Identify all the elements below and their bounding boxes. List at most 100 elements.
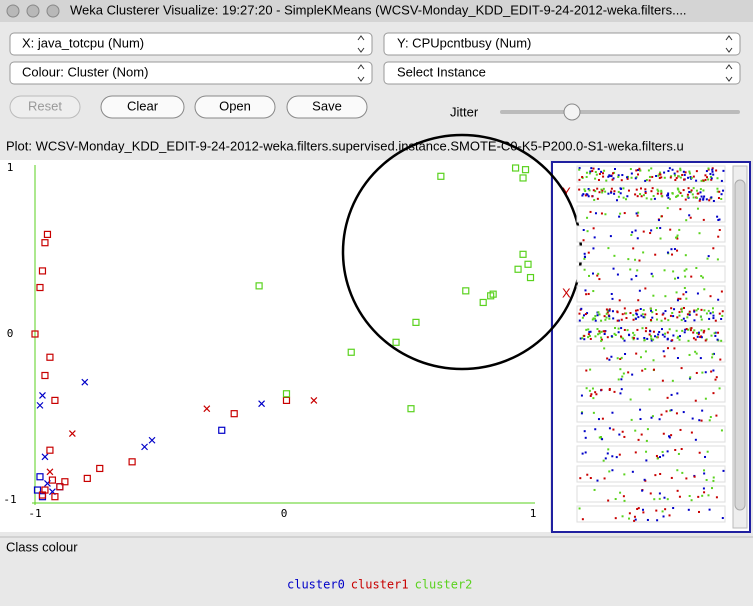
strip-dot <box>614 517 617 520</box>
button[interactable] <box>286 95 368 119</box>
strip-dot <box>608 315 611 318</box>
strip-dot <box>597 418 600 421</box>
button-label: Clear <box>127 98 159 113</box>
strip-dot <box>704 178 707 181</box>
strip-dot <box>655 454 658 457</box>
strip-dot <box>677 175 680 178</box>
strip-dot <box>600 388 603 391</box>
strip-dot <box>657 174 660 177</box>
strip-dot <box>597 311 600 314</box>
strip-dot <box>637 438 640 441</box>
strip-dot <box>668 167 671 170</box>
zoom-button[interactable] <box>46 4 60 18</box>
strip-dot <box>712 314 715 317</box>
strip-dot <box>596 187 599 190</box>
strip-dot <box>678 190 681 193</box>
close-button[interactable] <box>6 4 20 18</box>
minimize-button[interactable] <box>26 4 40 18</box>
strip-dot <box>602 187 605 190</box>
point <box>511 164 520 172</box>
jitter-knob[interactable] <box>563 103 581 121</box>
strip-dot <box>669 314 672 317</box>
button[interactable] <box>194 95 276 119</box>
strip-dot <box>666 347 669 350</box>
strip-dot <box>627 371 630 374</box>
strip-dot <box>631 336 634 339</box>
strip-dot <box>707 309 710 312</box>
strip-dot <box>716 258 719 261</box>
strip-dot <box>582 314 585 317</box>
strip-dot <box>617 378 620 381</box>
strip-dot <box>685 477 688 480</box>
strip-dot <box>589 477 592 480</box>
colour-combo[interactable]: Colour: Cluster (Nom) <box>9 61 373 85</box>
scroll-thumb[interactable] <box>734 179 746 511</box>
strip-dot <box>712 173 715 176</box>
strip-dot <box>671 192 674 195</box>
strip-dot <box>661 450 664 453</box>
strip-dot <box>706 257 709 260</box>
strip-dot <box>664 317 667 320</box>
strip-dot <box>608 470 611 473</box>
strip-dot <box>681 173 684 176</box>
strip-dot <box>710 334 713 337</box>
strip-dot <box>688 312 691 315</box>
point <box>526 273 535 282</box>
attribute-strip <box>576 425 726 443</box>
y-combo[interactable]: Y: CPUpcntbusy (Num) <box>383 32 741 56</box>
strip-dot <box>594 335 597 338</box>
strip-dot <box>675 412 678 415</box>
strip-dot <box>695 196 698 199</box>
strip-dot <box>676 187 679 190</box>
strip-dot <box>588 389 591 392</box>
strip-dot <box>711 168 714 171</box>
strip-dot <box>707 494 710 497</box>
point <box>56 483 64 491</box>
strip-dot <box>603 332 606 335</box>
select-combo[interactable]: Select Instance <box>383 61 741 85</box>
strip-dot <box>677 452 680 455</box>
button[interactable] <box>100 95 185 119</box>
strip-dot <box>579 337 582 340</box>
strip-dot <box>693 319 696 322</box>
strip-dot <box>654 474 657 477</box>
strip-dot <box>637 173 640 176</box>
strip-dot <box>683 287 686 290</box>
strip-dot <box>677 276 680 279</box>
strip-dot <box>664 508 667 511</box>
strip-dot <box>629 268 632 271</box>
legend-entry: cluster2 <box>415 578 473 592</box>
strip-dot <box>616 319 619 322</box>
strip-dot <box>590 167 593 170</box>
strip-dot <box>596 274 599 277</box>
strip-dot <box>700 329 703 332</box>
jitter-track <box>500 110 740 114</box>
x-combo[interactable]: X: java_totcpu (Num) <box>9 32 373 56</box>
strip-dot <box>682 293 685 296</box>
strip-dot <box>714 378 717 381</box>
strip-dot <box>653 197 656 200</box>
strip-dot <box>656 188 659 191</box>
y-combo-label: Y: CPUpcntbusy (Num) <box>397 35 531 50</box>
strip-dot <box>696 192 699 195</box>
button[interactable] <box>9 95 81 119</box>
strip-dot <box>593 236 596 239</box>
strip-dot <box>708 508 711 511</box>
point <box>519 174 527 182</box>
strip-dot <box>671 379 674 382</box>
strip-dot <box>652 330 655 333</box>
strip-dot <box>657 190 660 193</box>
strip-dot <box>600 330 603 333</box>
strip-dot <box>617 174 620 177</box>
strip-dot <box>578 188 581 191</box>
strip-dot <box>609 235 612 238</box>
strip-dot <box>671 311 674 314</box>
strip-dot <box>653 498 656 501</box>
strip-dot <box>636 328 639 331</box>
strip-dot <box>678 228 681 231</box>
strip-dot <box>676 336 679 339</box>
strip-dot <box>654 253 657 256</box>
strip-dot <box>625 198 628 201</box>
strip-dot <box>695 371 698 374</box>
strip-dot <box>600 339 603 342</box>
